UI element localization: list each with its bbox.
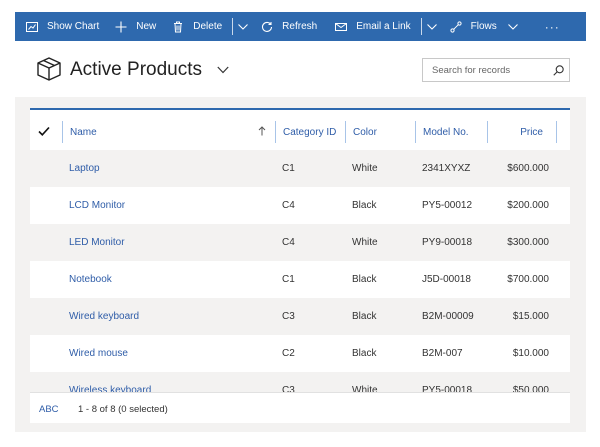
show-chart-label: Show Chart xyxy=(47,21,100,32)
table-row[interactable]: Wired mouse C2 Black B2M-007 $10.000 xyxy=(30,335,570,372)
record-count: 1 - 8 of 8 (0 selected) xyxy=(78,403,168,415)
new-button[interactable]: New xyxy=(107,12,164,41)
grid-rows: Laptop C1 White 2341XYXZ $600.000 LCD Mo… xyxy=(30,150,570,409)
flows-dropdown-chevron-icon[interactable] xyxy=(505,12,521,41)
color-cell: White xyxy=(352,237,378,248)
alpha-filter-link[interactable]: ABC xyxy=(39,403,59,415)
delete-label: Delete xyxy=(193,21,223,32)
refresh-label: Refresh xyxy=(282,21,318,32)
table-row[interactable]: LED Monitor C4 White PY9-00018 $300.000 xyxy=(30,224,570,261)
column-header-price[interactable]: Price xyxy=(487,121,557,143)
product-name-link[interactable]: Notebook xyxy=(69,274,112,285)
column-divider xyxy=(415,121,416,143)
search-input[interactable] xyxy=(423,59,547,81)
model-no-cell: 2341XYXZ xyxy=(422,163,471,174)
color-cell: Black xyxy=(352,348,377,359)
refresh-icon xyxy=(261,21,273,33)
email-link-label: Email a Link xyxy=(356,21,411,32)
color-cell: White xyxy=(352,163,378,174)
more-commands-icon[interactable]: ··· xyxy=(544,19,560,34)
trash-icon xyxy=(172,21,184,33)
delete-dropdown-chevron-icon[interactable] xyxy=(235,12,251,41)
category-id-cell: C4 xyxy=(282,200,295,211)
column-header-category-id[interactable]: Category ID xyxy=(275,121,345,143)
column-model-no-label: Model No. xyxy=(423,126,469,138)
view-selector-chevron-icon[interactable] xyxy=(217,66,229,74)
model-no-cell: B2M-00009 xyxy=(422,311,474,322)
color-cell: White xyxy=(352,385,378,396)
refresh-button[interactable]: Refresh xyxy=(251,12,325,41)
grid-container: Name Category ID Color Model No. Price xyxy=(15,97,586,432)
color-cell: Black xyxy=(352,311,377,322)
email-dropdown-chevron-icon[interactable] xyxy=(424,12,440,41)
separator xyxy=(232,18,234,35)
color-cell: Black xyxy=(352,274,377,285)
category-id-cell: C1 xyxy=(282,163,295,174)
table-row[interactable]: Notebook C1 Black J5D-00018 $700.000 xyxy=(30,261,570,298)
column-divider xyxy=(275,121,276,143)
new-label: New xyxy=(136,21,157,32)
price-cell: $600.000 xyxy=(507,163,549,174)
separator xyxy=(420,18,422,35)
model-no-cell: PY5-00018 xyxy=(422,385,473,396)
column-divider xyxy=(556,121,557,143)
price-cell: $700.000 xyxy=(507,274,549,285)
product-box-icon xyxy=(37,57,61,81)
chart-icon xyxy=(26,21,38,33)
column-divider xyxy=(487,121,488,143)
email-icon xyxy=(335,21,348,33)
search-icon[interactable] xyxy=(547,59,569,81)
page-title: Active Products xyxy=(70,59,202,80)
price-cell: $300.000 xyxy=(507,237,549,248)
select-all-check-icon[interactable] xyxy=(38,125,50,137)
product-name-link[interactable]: Laptop xyxy=(69,163,100,174)
price-cell: $10.000 xyxy=(512,348,549,359)
price-cell: $200.000 xyxy=(507,200,549,211)
column-price-label: Price xyxy=(520,126,543,138)
search-box xyxy=(422,58,570,82)
column-header-color[interactable]: Color xyxy=(345,121,415,143)
category-id-cell: C2 xyxy=(282,348,295,359)
plus-icon xyxy=(115,21,127,33)
model-no-cell: J5D-00018 xyxy=(422,274,471,285)
product-name-link[interactable]: Wired mouse xyxy=(69,348,128,359)
column-color-label: Color xyxy=(353,126,377,138)
command-bar: Show Chart New Delete Refresh Email a Li… xyxy=(15,12,586,41)
category-id-cell: C4 xyxy=(282,237,295,248)
flow-icon xyxy=(450,20,462,33)
column-header-name[interactable]: Name xyxy=(62,121,275,143)
product-name-link[interactable]: LED Monitor xyxy=(69,237,125,248)
category-id-cell: C3 xyxy=(282,311,295,322)
column-category-id-label: Category ID xyxy=(283,126,337,138)
price-cell: $15.000 xyxy=(512,311,549,322)
category-id-cell: C3 xyxy=(282,385,295,396)
product-name-link[interactable]: Wired keyboard xyxy=(69,311,140,322)
grid-footer: ABC 1 - 8 of 8 (0 selected) xyxy=(30,392,570,423)
show-chart-button[interactable]: Show Chart xyxy=(15,12,107,41)
table-row[interactable]: LCD Monitor C4 Black PY5-00012 $200.000 xyxy=(30,187,570,224)
column-divider xyxy=(62,121,63,143)
product-name-link[interactable]: LCD Monitor xyxy=(69,200,126,211)
model-no-cell: PY5-00012 xyxy=(422,200,473,211)
email-link-button[interactable]: Email a Link xyxy=(325,12,418,41)
color-cell: Black xyxy=(352,200,377,211)
view-header: Active Products xyxy=(15,41,586,97)
table-row[interactable]: Laptop C1 White 2341XYXZ $600.000 xyxy=(30,150,570,187)
grid-header: Name Category ID Color Model No. Price xyxy=(30,110,570,150)
table-row[interactable]: Wired keyboard C3 Black B2M-00009 $15.00… xyxy=(30,298,570,335)
model-no-cell: B2M-007 xyxy=(422,348,463,359)
model-no-cell: PY9-00018 xyxy=(422,237,473,248)
price-cell: $50.000 xyxy=(512,385,549,396)
flows-button[interactable]: Flows xyxy=(440,12,505,41)
product-name-link[interactable]: Wireless keyboard xyxy=(69,385,152,396)
category-id-cell: C1 xyxy=(282,274,295,285)
records-grid: Name Category ID Color Model No. Price xyxy=(30,108,570,423)
column-header-model-no[interactable]: Model No. xyxy=(415,121,487,143)
delete-button[interactable]: Delete xyxy=(164,12,230,41)
column-divider xyxy=(345,121,346,143)
flows-label: Flows xyxy=(470,21,497,32)
column-name-label: Name xyxy=(70,126,97,138)
sort-ascending-icon xyxy=(258,126,266,136)
